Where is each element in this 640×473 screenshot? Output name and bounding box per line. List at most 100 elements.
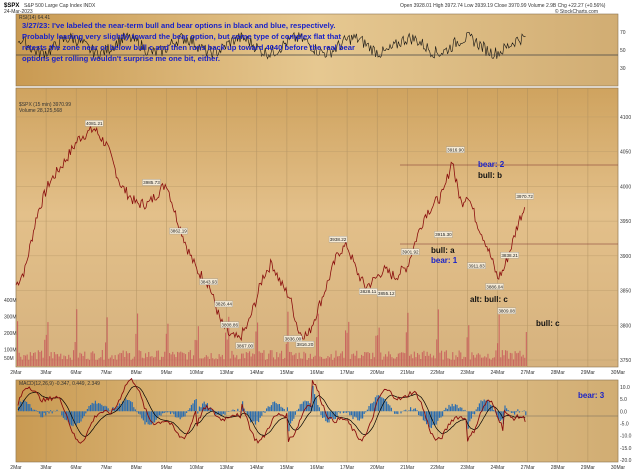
label-bull-b: bull: b [478,171,502,180]
volume-bar [26,354,28,366]
volume-bar [226,339,228,366]
histogram-bar [134,409,136,412]
histogram-bar [443,410,445,412]
volume-bar [41,350,43,366]
macd-tick-label: -20.0 [620,458,632,464]
x-tick-label: 22Mar [430,370,445,376]
histogram-bar [131,402,133,412]
volume-bar [68,354,70,366]
volume-bar [205,355,207,366]
volume-bar [298,352,300,366]
histogram-bar [40,411,42,418]
histogram-bar [470,411,472,419]
price-tick-label: 4050 [620,150,631,156]
volume-tick-label: 300M [4,315,17,321]
volume-bar [330,354,332,366]
x-tick-label: 14Mar [250,370,265,376]
histogram-bar [158,411,160,416]
volume-bar [249,351,251,366]
volume-bar [461,359,463,366]
annotation-line-4: options get rolling wouldn't surprise me… [22,54,220,63]
volume-bar [436,339,438,366]
site-credit: © StockCharts.com [555,8,598,15]
histogram-bar [178,411,180,418]
volume-bar [186,359,188,366]
volume-bar [415,357,417,366]
macd-label: MACD(12,26,9) -0.347, 0.449, 2.349 [19,381,100,387]
volume-bar [111,355,113,366]
volume-bar [84,351,86,366]
volume-bar [492,357,494,366]
histogram-bar [275,403,277,412]
histogram-bar [181,411,183,418]
volume-bar [348,321,350,366]
volume-bar [345,330,347,366]
histogram-bar [453,406,455,412]
volume-bar [164,351,166,366]
volume-bar [23,355,25,366]
ohlc-readout: Open 3928.01 High 3972.74 Low 3939.19 Cl… [400,3,606,9]
label-alt-bull-c: alt: bull: c [470,295,508,304]
volume-bar [141,357,143,366]
histogram-bar [429,411,431,428]
x-tick-label: 15Mar [280,465,295,471]
histogram-bar [338,411,340,413]
histogram-bar [414,408,416,412]
histogram-bar [182,411,184,417]
volume-bar [466,337,468,366]
histogram-bar [424,411,426,422]
volume-bar [354,355,356,366]
histogram-bar [387,404,389,412]
volume-bar [458,350,460,366]
histogram-bar [355,411,357,418]
rsi-line [17,31,526,60]
histogram-bar [274,401,276,412]
volume-bar [401,352,403,366]
x-tick-label: 30Mar [611,465,626,471]
x-tick-label: 9Mar [161,370,173,376]
volume-bar [477,353,479,366]
histogram-bar [333,411,335,420]
histogram-bar [37,411,39,412]
histogram-bar [35,410,37,412]
volume-bar [508,358,510,366]
price-box [142,179,161,186]
histogram-bar [394,411,396,414]
volume-bar [269,350,271,366]
volume-bar [271,350,273,366]
volume-bar [252,353,254,366]
volume-bar [362,355,364,366]
histogram-bar [280,406,282,412]
histogram-bar [418,411,420,416]
volume-bar [444,351,446,366]
histogram-bar [85,411,87,414]
price-box-label: 3915.30 [435,232,452,237]
volume-bar [396,357,398,366]
volume-bar [265,359,267,366]
volume-bar [106,317,108,366]
volume-bar [351,354,353,366]
histogram-bar [139,411,141,415]
x-axis-price: 2Mar 3Mar 6Mar 7Mar 8Mar 9Mar 10Mar 13Mar 14Mar 1… [10,370,625,376]
histogram-bar [133,407,135,412]
histogram-bar [294,411,296,415]
price-box [467,262,486,269]
histogram-bar [163,411,165,413]
histogram-bar [267,406,269,412]
volume-bar [522,354,524,366]
x-axis-bottom: 2Mar 3Mar 6Mar 7Mar 8Mar 9Mar 10Mar 13Mar 14Mar 1… [10,465,625,471]
volume-bar [519,350,521,366]
volume-bar [178,352,180,366]
volume-bar [276,352,278,366]
x-tick-label: 23Mar [460,370,475,376]
volume-bar [159,360,161,366]
histogram-bar [227,411,229,412]
volume-bar [161,356,163,366]
histogram-bar [277,404,279,412]
volume-bar [247,352,249,366]
histogram-bar [336,411,338,418]
histogram-bar [234,410,236,412]
rsi-tick-label: 50 [620,48,626,54]
histogram-bar [438,411,440,418]
histogram-bar [371,403,373,412]
